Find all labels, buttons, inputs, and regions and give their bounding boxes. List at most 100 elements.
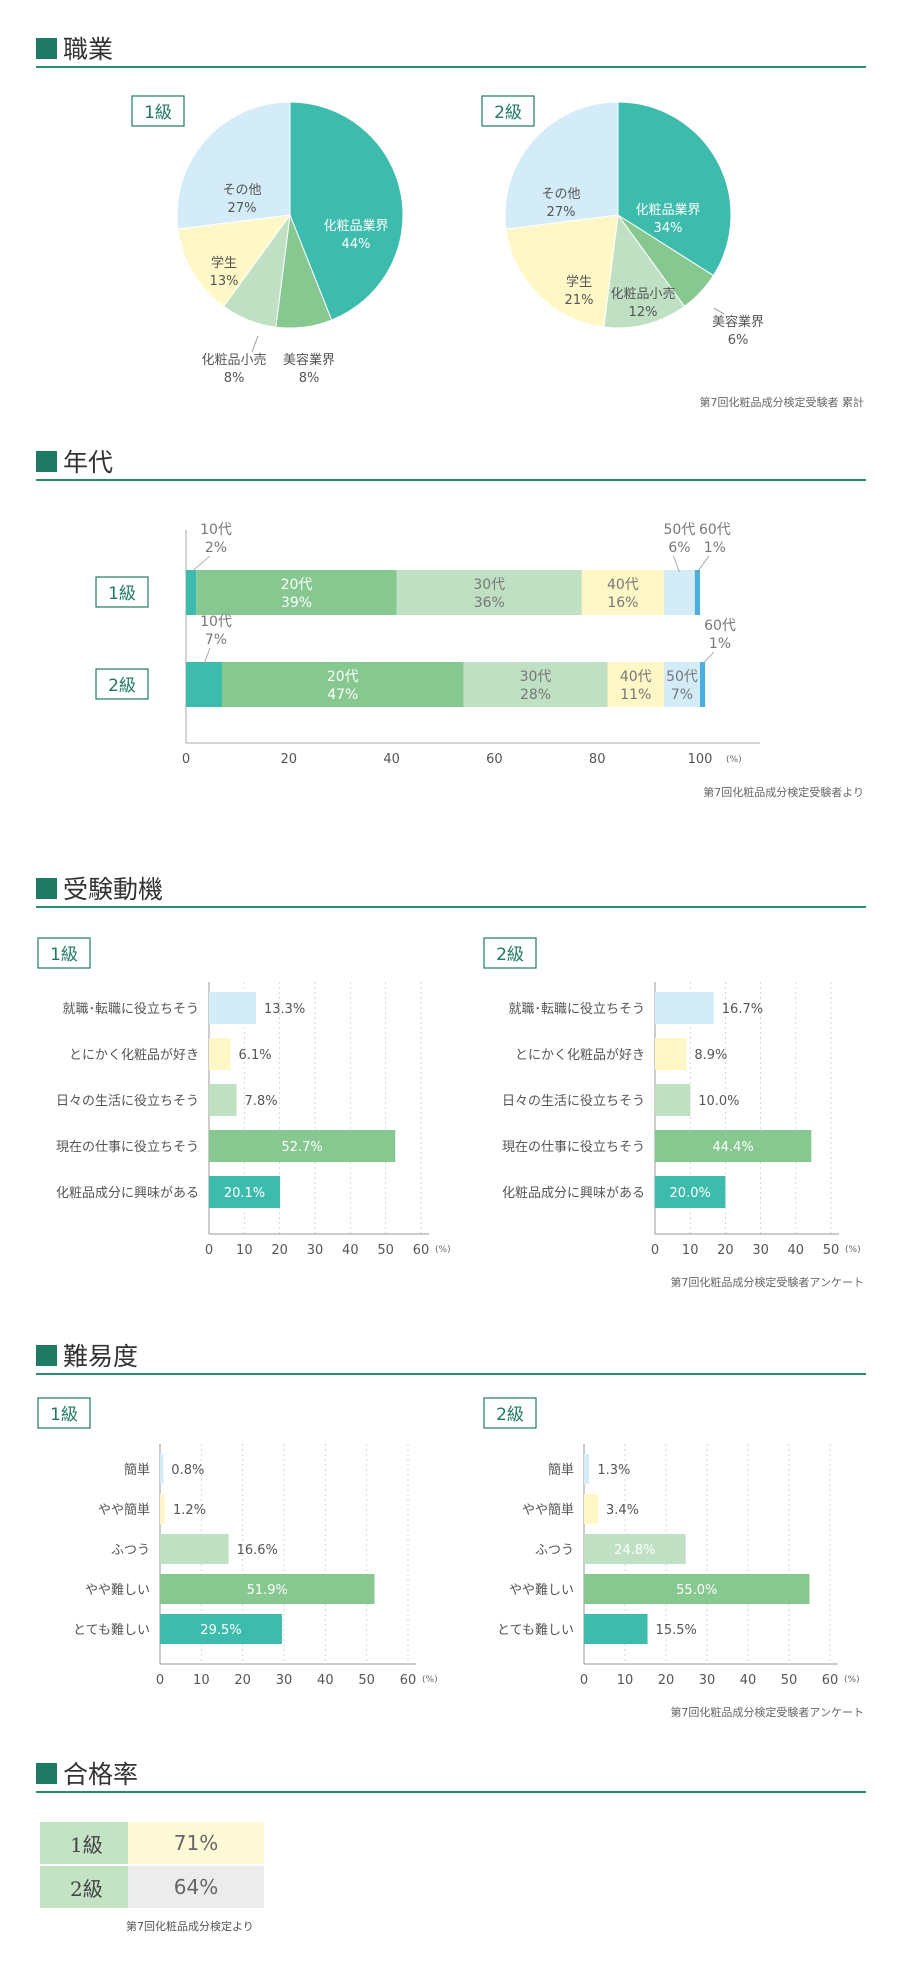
x-tick-label: 50 xyxy=(781,1673,798,1688)
leader-line xyxy=(697,555,710,573)
bar xyxy=(584,1454,590,1484)
section-divider xyxy=(36,906,866,908)
category-label: 化粧品成分に興味がある xyxy=(502,1186,645,1201)
bar xyxy=(655,1038,687,1070)
bar xyxy=(209,1176,281,1208)
stacked-bar-segment xyxy=(700,662,706,707)
slice-value-label: 21% xyxy=(565,293,594,308)
bar xyxy=(584,1534,686,1564)
slice-value-label: 44% xyxy=(342,237,371,252)
x-tick-label: 20 xyxy=(658,1673,675,1688)
bar-value-label: 16.7% xyxy=(722,1002,763,1017)
segment-value-label: 47% xyxy=(327,687,358,703)
pie-slice xyxy=(177,214,292,308)
section-title-difficulty: 難易度 xyxy=(36,1337,138,1373)
x-tick-label: 20 xyxy=(271,1243,288,1258)
slice-label: 学生 xyxy=(211,255,237,271)
segment-label: 60代 xyxy=(699,522,731,538)
section-title-text: 年代 xyxy=(63,448,114,477)
x-tick-label: 50 xyxy=(358,1673,375,1688)
pie-slice xyxy=(176,101,291,230)
bar-value-label: 8.9% xyxy=(694,1048,727,1063)
bar-value-label: 51.9% xyxy=(247,1583,288,1598)
segment-value-label: 28% xyxy=(520,687,551,703)
leader-line xyxy=(203,647,211,665)
slice-label: 美容業界 xyxy=(283,352,335,368)
x-tick-label: 0 xyxy=(182,752,190,767)
category-label: とにかく化粧品が好き xyxy=(69,1048,199,1063)
leader-line xyxy=(673,555,680,573)
table-row: 2級 64% xyxy=(40,1865,264,1910)
segment-value-label: 7% xyxy=(205,632,227,648)
slice-label: 化粧品小売 xyxy=(610,286,675,302)
category-label: とても難しい xyxy=(73,1623,150,1638)
x-tick-label: 60 xyxy=(413,1243,430,1258)
level-badge xyxy=(95,576,149,608)
leader-line xyxy=(190,555,211,573)
slice-label: 化粧品業界 xyxy=(323,218,388,234)
bar-value-label: 20.0% xyxy=(670,1186,711,1201)
bar-value-label: 24.8% xyxy=(614,1543,655,1558)
segment-value-label: 36% xyxy=(474,595,505,611)
bar-value-label: 0.8% xyxy=(171,1463,204,1478)
level-badge-label: 2級 xyxy=(108,676,136,696)
level-badge xyxy=(95,668,149,700)
category-label: 化粧品成分に興味がある xyxy=(56,1186,199,1201)
x-tick-label: 60 xyxy=(822,1673,839,1688)
motive-bar-chart-level1: 1級 0 10 20 30 40 50 60 (%) 就職･転職に役立ちそう 13.3% とにかく化粧… xyxy=(37,937,451,1258)
category-label: 日々の生活に役立ちそう xyxy=(56,1094,199,1109)
section-title-pass: 合格率 xyxy=(36,1755,138,1791)
square-bullet-icon xyxy=(36,877,57,899)
level-badge-label: 1級 xyxy=(108,584,136,604)
square-bullet-icon xyxy=(36,37,57,59)
segment-value-label: 6% xyxy=(668,540,690,556)
x-tick-label: 40 xyxy=(342,1243,359,1258)
bar xyxy=(209,992,256,1024)
category-label: 就職･転職に役立ちそう xyxy=(508,1002,645,1017)
category-label: 就職･転職に役立ちそう xyxy=(62,1002,199,1017)
section-title-motive: 受験動機 xyxy=(36,870,163,906)
x-tick-label: 0 xyxy=(156,1673,164,1688)
bar xyxy=(160,1494,165,1524)
x-tick-label: 20 xyxy=(281,752,298,767)
level-badge xyxy=(37,937,91,969)
category-label: やや難しい xyxy=(85,1583,150,1598)
segment-label: 60代 xyxy=(704,618,736,634)
square-bullet-icon xyxy=(36,450,57,472)
category-label: ふつう xyxy=(535,1543,574,1558)
square-bullet-icon xyxy=(36,1762,57,1784)
x-tick-label: 0 xyxy=(580,1673,588,1688)
x-tick-label: 0 xyxy=(205,1243,213,1258)
x-tick-label: 10 xyxy=(193,1673,210,1688)
slice-value-label: 8% xyxy=(224,371,245,386)
x-tick-label: 40 xyxy=(788,1243,805,1258)
difficulty-bar-chart-level1: 1級 0 10 20 30 40 50 60 (%) 簡単 0.8% やや簡単 1.2% ふつう 16.6%… xyxy=(37,1397,438,1688)
leader-line xyxy=(251,335,259,353)
segment-value-label: 16% xyxy=(607,595,638,611)
segment-value-label: 1% xyxy=(709,636,731,652)
section-divider xyxy=(36,66,866,68)
unit-label: (%) xyxy=(844,1675,860,1685)
section-title-text: 難易度 xyxy=(63,1342,139,1371)
unit-label: (%) xyxy=(726,755,742,765)
x-tick-label: 60 xyxy=(400,1673,417,1688)
bar xyxy=(160,1454,164,1484)
section-divider xyxy=(36,479,866,481)
leader-line xyxy=(713,307,725,315)
level-badge xyxy=(37,1397,91,1429)
pie-slice xyxy=(504,101,619,230)
x-tick-label: 0 xyxy=(651,1243,659,1258)
source-note-age: 第7回化粧品成分検定受験者より xyxy=(703,786,864,799)
category-label: ふつう xyxy=(111,1543,150,1558)
section-title-age: 年代 xyxy=(36,443,113,479)
slice-label: 化粧品業界 xyxy=(635,202,700,218)
x-tick-label: 50 xyxy=(823,1243,840,1258)
stacked-bar-segment xyxy=(607,662,665,707)
segment-label: 20代 xyxy=(281,577,313,593)
bar xyxy=(655,992,714,1024)
slice-value-label: 27% xyxy=(547,205,576,220)
stacked-bar-segment xyxy=(396,570,582,615)
segment-label: 50代 xyxy=(664,522,696,538)
x-tick-label: 20 xyxy=(234,1673,251,1688)
